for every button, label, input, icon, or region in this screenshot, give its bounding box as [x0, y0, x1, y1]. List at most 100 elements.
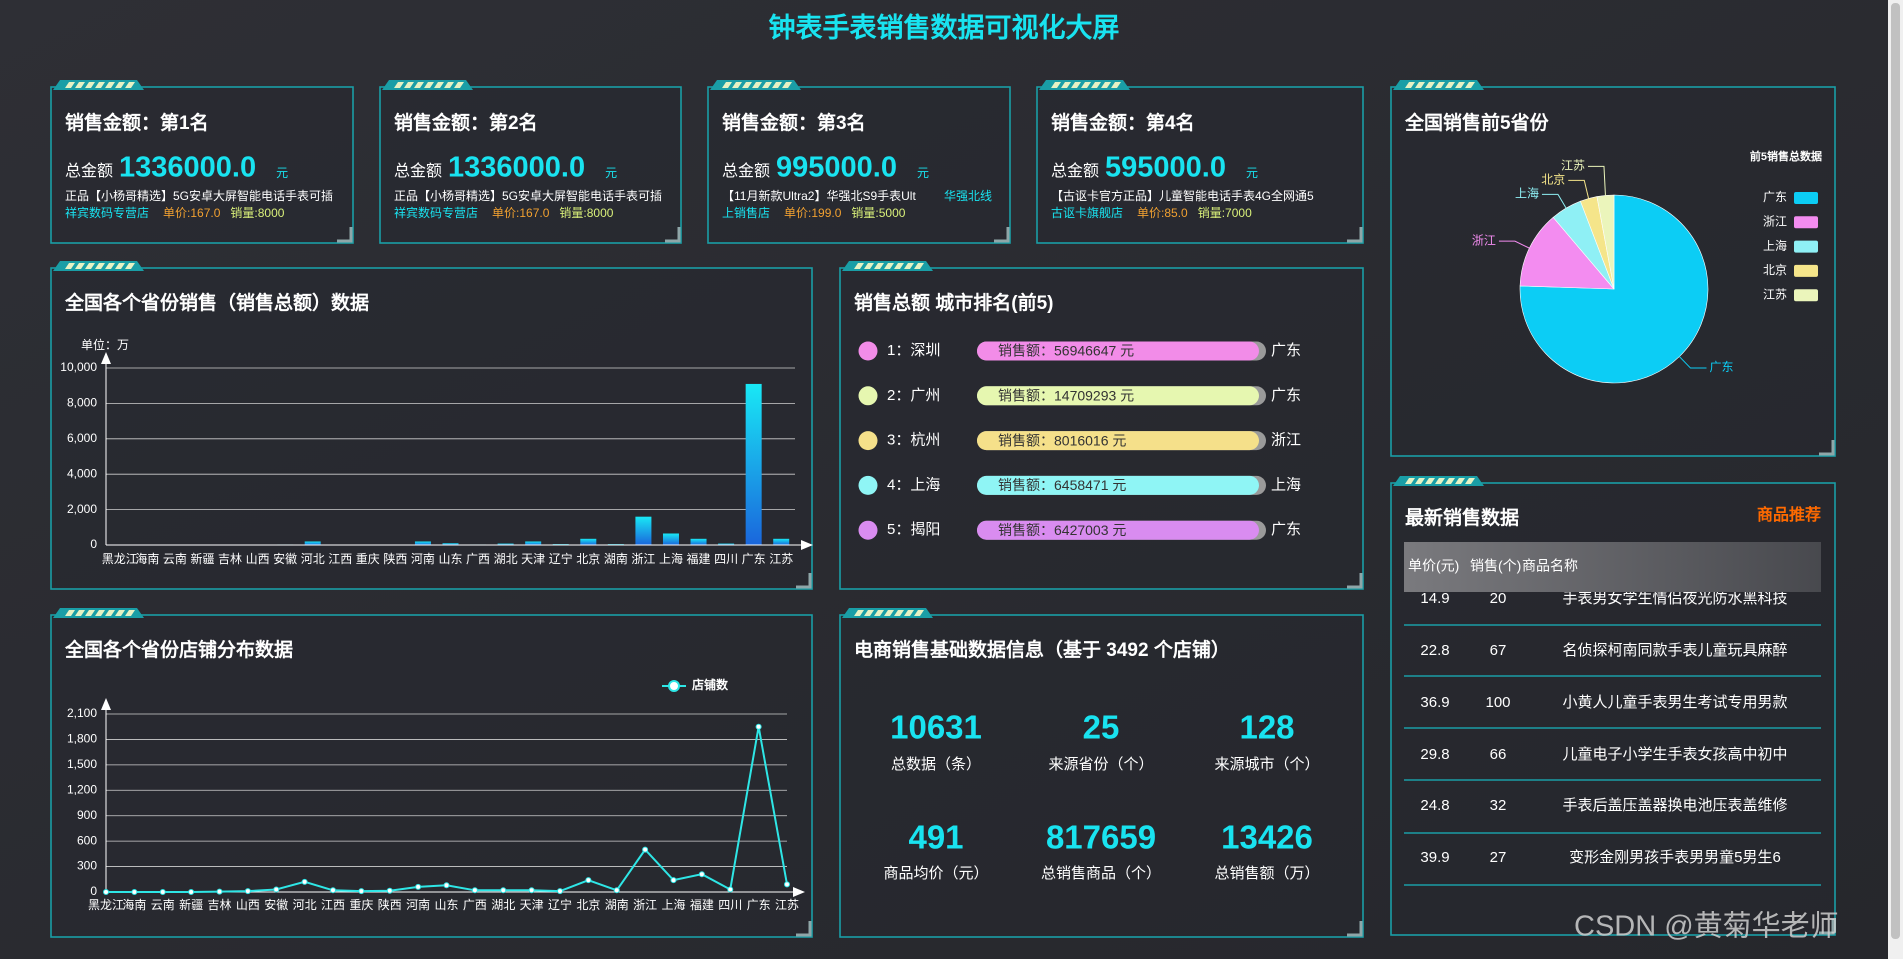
stat-value: 10631	[890, 709, 982, 746]
card-shop: 上销售店	[722, 205, 770, 220]
x-tick-label: 湖北	[491, 897, 515, 912]
table-header-cell: 商品名称	[1522, 558, 1578, 574]
table-header-bar	[1404, 542, 1821, 592]
x-tick-label: 北京	[576, 552, 600, 566]
panel-tab-stripe	[1051, 82, 1061, 88]
panel-tab-stripe	[85, 610, 95, 616]
legend-label: 北京	[1763, 263, 1787, 277]
x-tick-label: 山东	[438, 552, 462, 566]
stat-label: 来源城市（个）	[1214, 756, 1319, 773]
panel-tab-stripe	[864, 263, 874, 269]
card-amount: 1336000.0	[448, 152, 585, 184]
line-point	[755, 723, 762, 730]
panel-frame	[50, 267, 813, 590]
panel-tab-stripe	[1405, 478, 1415, 484]
pie-leader	[1568, 179, 1590, 199]
x-tick-label: 新疆	[190, 551, 214, 566]
line-point	[727, 886, 734, 893]
line-point	[330, 887, 336, 894]
card-shop: 祥宾数码专营店	[65, 205, 149, 220]
table-cell: 32	[1490, 797, 1507, 814]
panel-frame	[379, 86, 682, 244]
stat-value: 25	[1083, 709, 1120, 746]
panel-tab-stripe	[1455, 478, 1465, 484]
line-point	[557, 888, 563, 895]
panel-tab-stripe	[75, 82, 85, 88]
legend-label: 上海	[1763, 238, 1787, 253]
x-tick-label: 山东	[434, 898, 458, 912]
pie-label: 北京	[1541, 173, 1565, 187]
stat-label: 总数据（条）	[891, 756, 981, 773]
panel-tab-stripe	[1465, 82, 1475, 88]
panel-tab-stripe	[85, 263, 95, 269]
card-product: 正品【小杨哥精选】5G安卓大屏智能电话手表可插	[394, 188, 662, 203]
bar	[442, 543, 459, 545]
pie-leader	[1498, 240, 1530, 249]
line-point	[358, 888, 365, 895]
card-unit: 元	[1246, 166, 1258, 180]
rank-sales: 销售额：6427003 元	[998, 522, 1126, 538]
stats-title: 电商销售基础数据信息（基于 3492 个店铺）	[854, 638, 1230, 661]
panel-tab-stripe	[404, 82, 414, 88]
x-tick-label: 湖北	[494, 551, 518, 566]
card-sales: 销量:5000	[851, 206, 905, 220]
legend-label: 江苏	[1763, 287, 1787, 301]
rank-province: 广东	[1271, 387, 1301, 404]
rank-dot	[858, 386, 878, 406]
line-point	[642, 846, 649, 853]
card-sales: 销量:7000	[1198, 206, 1252, 220]
table-cell: 手表男女学生情侣夜光防水黑科技	[1562, 589, 1787, 607]
rank-bar	[977, 386, 1259, 406]
line-point	[244, 888, 251, 895]
card-unit: 元	[276, 166, 288, 180]
y-axis-arrow	[101, 698, 111, 710]
x-tick-label: 福建	[687, 551, 711, 566]
line-point	[528, 887, 535, 894]
bar	[745, 383, 762, 545]
x-tick-label: 上海	[659, 551, 683, 566]
card-tag: 华强北线	[944, 189, 992, 203]
panel-frame	[839, 614, 1364, 938]
panel-tab-stripe	[854, 610, 864, 616]
x-tick-label: 云南	[151, 897, 175, 912]
table-header-cell: 单价(元)	[1408, 558, 1459, 574]
table-header-cell: 销售(个)	[1470, 558, 1521, 574]
panel-tab-stripe	[125, 263, 135, 269]
table-cell: 36.9	[1420, 694, 1449, 711]
x-tick-label: 天津	[521, 552, 545, 566]
x-tick-label: 黑龙江	[88, 898, 124, 912]
stat-value: 491	[908, 819, 963, 856]
x-tick-label: 云南	[163, 551, 187, 566]
line-point	[784, 881, 790, 888]
panel-tab-stripe	[1071, 82, 1081, 88]
table-cell: 39.9	[1420, 849, 1449, 866]
rank-sales: 销售额：56946647 元	[998, 343, 1134, 359]
panel-tab-stripe	[1101, 82, 1111, 88]
bar	[580, 538, 597, 545]
card-unit: 元	[917, 166, 929, 180]
table-cell: 67	[1490, 642, 1507, 659]
line-point	[698, 871, 705, 878]
panel-tab-stripe	[394, 82, 404, 88]
panel-tab-stripe	[115, 610, 125, 616]
page-title: 钟表手表销售数据可视化大屏	[769, 12, 1120, 43]
rank-province: 上海	[1271, 476, 1301, 493]
x-tick-label: 江西	[328, 552, 352, 566]
panel-tab-stripe	[115, 82, 125, 88]
x-tick-label: 黑龙江	[102, 552, 138, 566]
panel-tab-stripe	[95, 82, 105, 88]
panel-tab-stripe	[1091, 82, 1101, 88]
stat-value: 817659	[1046, 819, 1156, 856]
scrollbar-thumb[interactable]	[1891, 3, 1900, 939]
rank-dot	[858, 475, 878, 495]
legend-label: 店铺数	[692, 677, 729, 692]
table-cell: 20	[1490, 590, 1507, 607]
bar	[497, 543, 514, 545]
rank-sales: 销售额：6458471 元	[998, 477, 1126, 493]
x-tick-label: 重庆	[356, 552, 380, 566]
y-tick-label: 1,500	[67, 757, 97, 771]
recommend-link[interactable]: 商品推荐	[1757, 505, 1821, 524]
panel-tab-stripe	[1415, 478, 1425, 484]
stat-label: 来源省份（个）	[1048, 756, 1153, 773]
